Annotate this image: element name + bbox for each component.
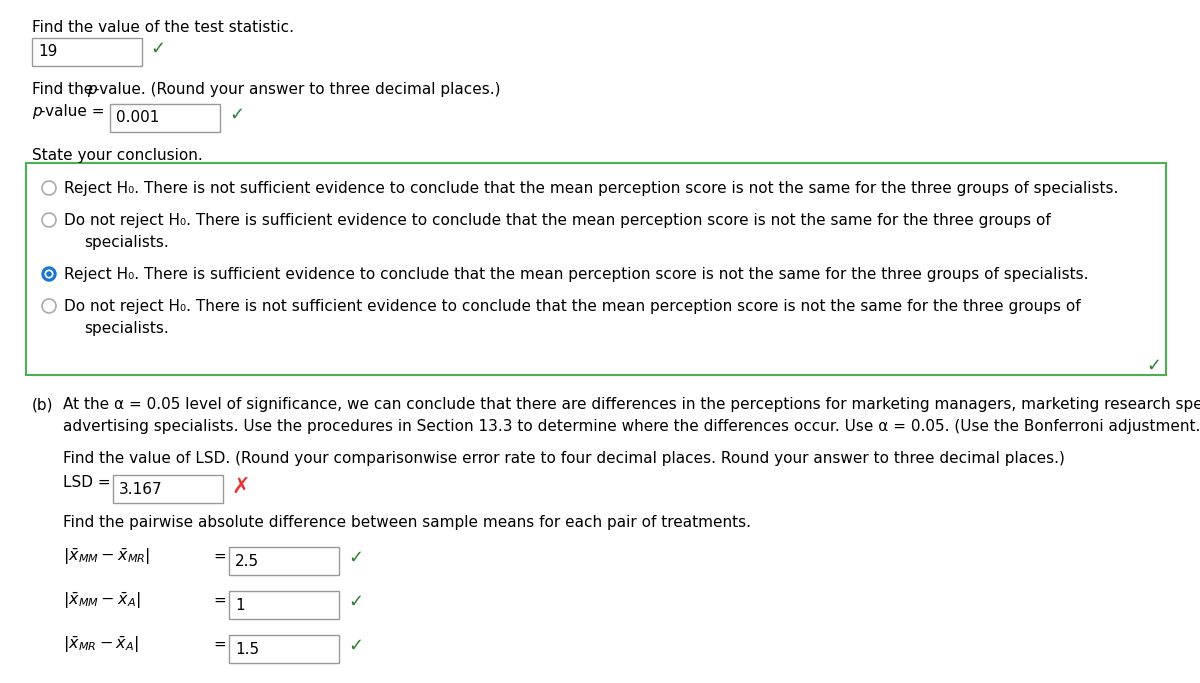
Text: ✓: ✓: [229, 106, 244, 124]
Text: 2.5: 2.5: [235, 553, 259, 568]
Circle shape: [46, 270, 53, 278]
Text: specialists.: specialists.: [84, 321, 169, 336]
FancyBboxPatch shape: [32, 38, 142, 66]
Circle shape: [47, 272, 52, 276]
Text: =: =: [214, 637, 226, 652]
Circle shape: [42, 181, 56, 195]
Circle shape: [42, 299, 56, 313]
Text: advertising specialists. Use the procedures in Section 13.3 to determine where t: advertising specialists. Use the procedu…: [64, 419, 1200, 434]
Text: (b): (b): [32, 397, 54, 412]
Text: Find the value of the test statistic.: Find the value of the test statistic.: [32, 20, 294, 35]
Text: 1: 1: [235, 598, 245, 613]
Text: ✓: ✓: [150, 40, 166, 58]
Text: 19: 19: [38, 44, 58, 59]
Text: Find the: Find the: [32, 82, 98, 97]
Text: Do not reject H₀. There is sufficient evidence to conclude that the mean percept: Do not reject H₀. There is sufficient ev…: [64, 213, 1051, 228]
Text: ✗: ✗: [230, 477, 250, 497]
Text: Reject H₀. There is not sufficient evidence to conclude that the mean perception: Reject H₀. There is not sufficient evide…: [64, 181, 1118, 196]
Text: LSD =: LSD =: [64, 475, 115, 490]
Text: =: =: [214, 593, 226, 608]
Text: 1.5: 1.5: [235, 641, 259, 656]
FancyBboxPatch shape: [113, 475, 223, 503]
Text: =: =: [214, 549, 226, 564]
Text: Find the value of LSD. (Round your comparisonwise error rate to four decimal pla: Find the value of LSD. (Round your compa…: [64, 451, 1064, 466]
Text: -value. (Round your answer to three decimal places.): -value. (Round your answer to three deci…: [94, 82, 500, 97]
Circle shape: [42, 213, 56, 227]
Text: 3.167: 3.167: [119, 482, 163, 497]
Text: ✓: ✓: [348, 637, 364, 655]
Text: State your conclusion.: State your conclusion.: [32, 148, 203, 163]
FancyBboxPatch shape: [110, 104, 220, 132]
Text: ✓: ✓: [1146, 357, 1162, 375]
Circle shape: [42, 267, 56, 281]
Text: -value =: -value =: [40, 104, 109, 119]
Text: 0.001: 0.001: [116, 111, 160, 126]
Text: ✓: ✓: [348, 549, 364, 567]
Text: At the α = 0.05 level of significance, we can conclude that there are difference: At the α = 0.05 level of significance, w…: [64, 397, 1200, 412]
Text: $|\bar{x}_{MM} - \bar{x}_{A}|$: $|\bar{x}_{MM} - \bar{x}_{A}|$: [64, 591, 140, 611]
Text: Find the pairwise absolute difference between sample means for each pair of trea: Find the pairwise absolute difference be…: [64, 515, 751, 530]
Text: p: p: [88, 82, 97, 97]
Text: specialists.: specialists.: [84, 235, 169, 250]
FancyBboxPatch shape: [229, 547, 340, 575]
Text: p: p: [32, 104, 42, 119]
Text: ✓: ✓: [348, 593, 364, 611]
Text: Do not reject H₀. There is not sufficient evidence to conclude that the mean per: Do not reject H₀. There is not sufficien…: [64, 299, 1081, 314]
FancyBboxPatch shape: [229, 635, 340, 663]
Text: $|\bar{x}_{MM} - \bar{x}_{MR}|$: $|\bar{x}_{MM} - \bar{x}_{MR}|$: [64, 547, 150, 567]
Text: $|\bar{x}_{MR} - \bar{x}_{A}|$: $|\bar{x}_{MR} - \bar{x}_{A}|$: [64, 635, 139, 655]
FancyBboxPatch shape: [26, 163, 1166, 375]
FancyBboxPatch shape: [229, 591, 340, 619]
Text: Reject H₀. There is sufficient evidence to conclude that the mean perception sco: Reject H₀. There is sufficient evidence …: [64, 267, 1088, 282]
